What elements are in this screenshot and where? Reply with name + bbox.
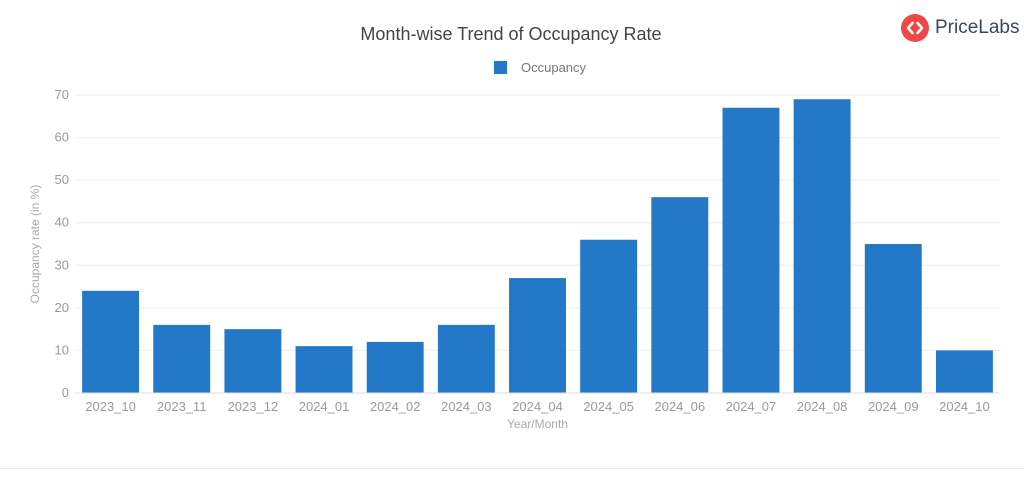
bar-2024_07[interactable] bbox=[722, 107, 780, 394]
x-tick-label: 2023_11 bbox=[157, 399, 207, 414]
x-tick-label: 2023_12 bbox=[228, 399, 279, 414]
bar-2024_03[interactable] bbox=[437, 324, 495, 393]
bar-2024_05[interactable] bbox=[580, 239, 638, 393]
legend-label-occupancy: Occupancy bbox=[521, 60, 587, 75]
y-tick-label: 30 bbox=[55, 257, 69, 272]
x-tick-label: 2024_07 bbox=[726, 399, 777, 414]
y-tick-label: 10 bbox=[55, 342, 69, 357]
y-tick-label: 70 bbox=[55, 87, 69, 102]
bar-2024_01[interactable] bbox=[295, 346, 353, 393]
y-axis-title: Occupancy rate (in %) bbox=[28, 185, 42, 304]
bar-2024_08[interactable] bbox=[793, 99, 851, 393]
y-tick-label: 20 bbox=[55, 300, 69, 315]
pricelabs-logo-icon bbox=[901, 14, 929, 42]
x-tick-label: 2024_01 bbox=[299, 399, 350, 414]
x-axis-ticks: 2023_10 2023_11 2023_12 2024_01 2024_02 2024_… bbox=[85, 399, 989, 414]
brand-name: PriceLabs bbox=[935, 17, 1020, 38]
bar-2023_11[interactable] bbox=[153, 324, 211, 393]
bar-2023_10[interactable] bbox=[82, 290, 140, 393]
x-tick-label: 2024_06 bbox=[654, 399, 705, 414]
bar-2024_04[interactable] bbox=[509, 278, 566, 393]
y-tick-label: 60 bbox=[55, 130, 69, 145]
y-tick-label: 0 bbox=[62, 385, 69, 400]
x-tick-label: 2024_10 bbox=[939, 399, 990, 414]
bar-2023_12[interactable] bbox=[224, 329, 282, 393]
x-tick-label: 2024_05 bbox=[583, 399, 634, 414]
bar-2024_06[interactable] bbox=[651, 197, 709, 393]
x-tick-label: 2024_09 bbox=[868, 399, 919, 414]
y-axis-ticks: 0 10 20 30 40 50 60 70 bbox=[55, 87, 69, 400]
x-tick-label: 2024_08 bbox=[797, 399, 848, 414]
x-tick-label: 2024_03 bbox=[441, 399, 492, 414]
x-tick-label: 2024_02 bbox=[370, 399, 421, 414]
chart-legend[interactable]: Occupancy bbox=[494, 60, 586, 75]
bar-2024_02[interactable] bbox=[366, 341, 424, 393]
bars[interactable] bbox=[82, 99, 993, 394]
bar-2024_10[interactable] bbox=[935, 350, 993, 393]
bar-2024_09[interactable] bbox=[864, 244, 922, 393]
x-tick-label: 2024_04 bbox=[512, 399, 563, 414]
x-axis-title: Year/Month bbox=[507, 417, 568, 431]
y-tick-label: 50 bbox=[55, 172, 69, 187]
x-tick-label: 2023_10 bbox=[85, 399, 136, 414]
pricelabs-logo: PriceLabs bbox=[901, 14, 1020, 42]
legend-swatch-occupancy bbox=[494, 61, 507, 74]
footer-divider bbox=[0, 468, 1024, 469]
chart-title: Month-wise Trend of Occupancy Rate bbox=[360, 24, 662, 44]
y-tick-label: 40 bbox=[55, 215, 69, 230]
